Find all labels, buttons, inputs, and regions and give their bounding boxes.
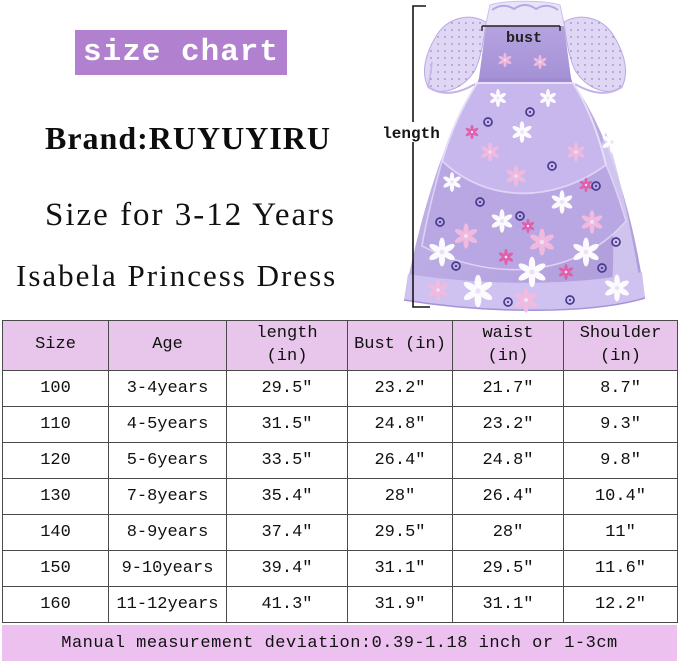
table-cell: 4-5years bbox=[108, 406, 227, 443]
column-header-1: Age bbox=[108, 320, 227, 371]
table-cell: 9.8″ bbox=[563, 442, 678, 479]
table-cell: 160 bbox=[2, 586, 109, 623]
size-table-header-row: Size Age length (in) Bust (in) waist (in) Sho… bbox=[2, 320, 678, 371]
dress-illustration: length bust bbox=[382, 0, 646, 313]
table-cell: 24.8″ bbox=[452, 442, 564, 479]
table-cell: 26.4″ bbox=[452, 478, 564, 515]
table-cell: 31.1″ bbox=[347, 550, 453, 587]
size-table: Size Age length (in) Bust (in) waist (in) Sho… bbox=[2, 320, 678, 623]
table-cell: 9.3″ bbox=[563, 406, 678, 443]
table-cell: 110 bbox=[2, 406, 109, 443]
table-cell: 37.4″ bbox=[226, 514, 348, 551]
table-row: 110 4-5years 31.5″ 24.8″ 23.2″ 9.3″ bbox=[2, 406, 678, 443]
table-cell: 8.7″ bbox=[563, 370, 678, 407]
table-cell: 120 bbox=[2, 442, 109, 479]
column-header-4: waist (in) bbox=[452, 320, 564, 371]
table-cell: 100 bbox=[2, 370, 109, 407]
table-row: 130 7-8years 35.4″ 28″ 26.4″ 10.4″ bbox=[2, 478, 678, 515]
length-label: length bbox=[382, 125, 440, 143]
table-cell: 11″ bbox=[563, 514, 678, 551]
table-cell: 31.9″ bbox=[347, 586, 453, 623]
product-name-heading: Isabela Princess Dress bbox=[16, 258, 338, 293]
table-cell: 28″ bbox=[452, 514, 564, 551]
column-header-3: Bust (in) bbox=[347, 320, 453, 371]
brand-heading: Brand:RUYUYIRU bbox=[45, 120, 332, 156]
table-cell: 31.1″ bbox=[452, 586, 564, 623]
table-cell: 3-4years bbox=[108, 370, 227, 407]
table-cell: 28″ bbox=[347, 478, 453, 515]
size-table-body: 100 3-4years 29.5″ 23.2″ 21.7″ 8.7″ 110 4-5year… bbox=[2, 370, 678, 623]
table-cell: 26.4″ bbox=[347, 442, 453, 479]
table-row: 160 11-12years 41.3″ 31.9″ 31.1″ 12.2″ bbox=[2, 586, 678, 623]
table-cell: 29.5″ bbox=[226, 370, 348, 407]
table-cell: 35.4″ bbox=[226, 478, 348, 515]
table-cell: 150 bbox=[2, 550, 109, 587]
table-cell: 11-12years bbox=[108, 586, 227, 623]
table-cell: 29.5″ bbox=[452, 550, 564, 587]
table-cell: 12.2″ bbox=[563, 586, 678, 623]
table-cell: 39.4″ bbox=[226, 550, 348, 587]
table-cell: 33.5″ bbox=[226, 442, 348, 479]
measurement-deviation-text: Manual measurement deviation:0.39-1.18 i… bbox=[61, 633, 618, 653]
size-range-heading: Size for 3-12 Years bbox=[45, 197, 336, 233]
table-cell: 10.4″ bbox=[563, 478, 678, 515]
bust-measure-line: bust bbox=[481, 25, 561, 47]
table-cell: 24.8″ bbox=[347, 406, 453, 443]
table-row: 150 9-10years 39.4″ 31.1″ 29.5″ 11.6″ bbox=[2, 550, 678, 587]
length-measure-line: length bbox=[382, 5, 440, 308]
measurement-deviation-note: Manual measurement deviation:0.39-1.18 i… bbox=[2, 625, 677, 661]
table-cell: 23.2″ bbox=[452, 406, 564, 443]
size-chart-banner: size chart bbox=[75, 30, 287, 75]
table-cell: 21.7″ bbox=[452, 370, 564, 407]
column-header-5: Shoulder (in) bbox=[563, 320, 678, 371]
table-row: 120 5-6years 33.5″ 26.4″ 24.8″ 9.8″ bbox=[2, 442, 678, 479]
table-row: 100 3-4years 29.5″ 23.2″ 21.7″ 8.7″ bbox=[2, 370, 678, 407]
bust-label: bust bbox=[506, 30, 542, 47]
table-cell: 31.5″ bbox=[226, 406, 348, 443]
table-cell: 29.5″ bbox=[347, 514, 453, 551]
table-cell: 23.2″ bbox=[347, 370, 453, 407]
table-row: 140 8-9years 37.4″ 29.5″ 28″ 11″ bbox=[2, 514, 678, 551]
table-cell: 11.6″ bbox=[563, 550, 678, 587]
table-cell: 5-6years bbox=[108, 442, 227, 479]
table-cell: 130 bbox=[2, 478, 109, 515]
column-header-0: Size bbox=[2, 320, 109, 371]
table-cell: 41.3″ bbox=[226, 586, 348, 623]
dress-figure: length bust bbox=[380, 0, 679, 316]
column-header-2: length (in) bbox=[226, 320, 348, 371]
size-chart-banner-label: size chart bbox=[82, 35, 280, 70]
table-cell: 9-10years bbox=[108, 550, 227, 587]
table-cell: 140 bbox=[2, 514, 109, 551]
table-cell: 7-8years bbox=[108, 478, 227, 515]
table-cell: 8-9years bbox=[108, 514, 227, 551]
